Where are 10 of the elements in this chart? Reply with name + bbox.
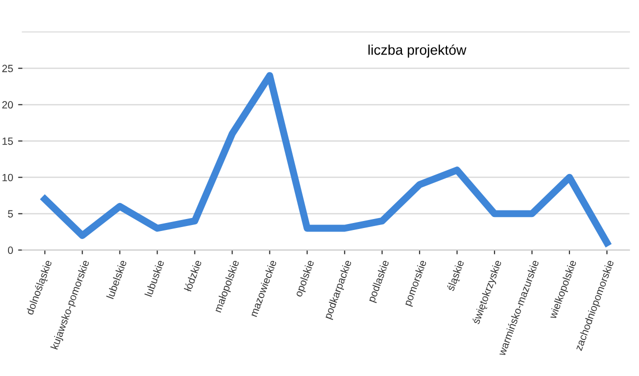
x-tick-label: śląskie — [446, 260, 466, 292]
y-tick-label: 25 — [2, 64, 13, 72]
y-tick-label: 15 — [2, 138, 13, 145]
y-tick-label: 20 — [2, 101, 13, 109]
text: liczba projektów — [368, 44, 466, 58]
x-tick-label: łódzkie — [184, 259, 202, 292]
y-tick-label: 10 — [2, 174, 13, 182]
y-tick-label: 0 — [8, 246, 13, 254]
y-tick-label: 5 — [8, 210, 13, 218]
x-tick-label: opolskie — [294, 260, 316, 298]
